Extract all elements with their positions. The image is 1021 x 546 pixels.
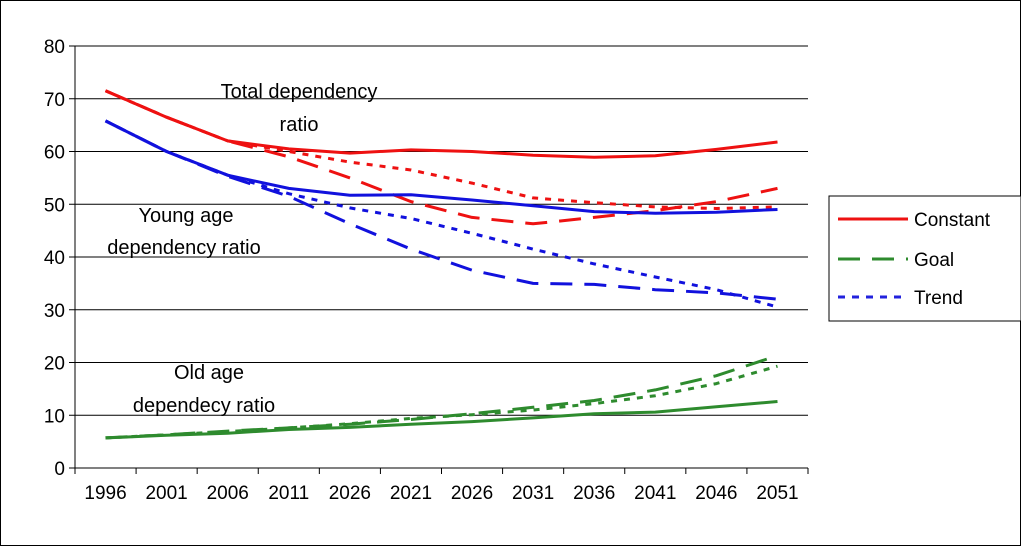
- legend: Constant Goal Trend: [828, 195, 1021, 322]
- series-line-old-goal: [105, 354, 778, 440]
- y-tick-label: 30: [44, 301, 65, 322]
- annotation-old-line-1: Old age: [174, 362, 244, 384]
- annotation-young-line-1: Young age: [139, 205, 234, 227]
- annotation-young-age-dependency: Young age dependency ratio: [107, 205, 260, 259]
- x-tick-label: 1996: [84, 483, 126, 504]
- x-tick-label: 2021: [390, 483, 432, 504]
- annotation-young-line-2: dependency ratio: [107, 237, 260, 259]
- legend-label-constant: Constant: [914, 210, 991, 231]
- x-tick-label: 2036: [573, 483, 615, 504]
- x-tick-label: 2011: [268, 483, 309, 504]
- x-tick-label: 2041: [634, 483, 676, 504]
- series-line-total-constant: [104, 89, 778, 159]
- y-tick-label: 10: [44, 406, 65, 427]
- y-tick-label: 50: [44, 195, 65, 216]
- axes: [69, 45, 809, 474]
- series-line-total-trend: [104, 89, 778, 210]
- series-line-old-constant: [105, 400, 778, 440]
- y-tick-labels: 0 10 20 30 40 50 60 70 80: [44, 37, 65, 480]
- series-line-old-trend: [105, 364, 778, 440]
- x-tick-labels: 1996 2001 2006 2011 2026 2021 2026 2031 2036 2041…: [84, 483, 798, 504]
- y-tick-label: 20: [44, 354, 65, 375]
- x-tick-label: 2051: [756, 483, 798, 504]
- annotation-total-line-1: Total dependency: [221, 81, 378, 103]
- y-tick-label: 40: [44, 248, 65, 269]
- legend-label-trend: Trend: [914, 288, 963, 309]
- y-tick-label: 80: [44, 37, 65, 58]
- x-tick-label: 2006: [207, 483, 249, 504]
- x-tick-label: 2031: [512, 483, 554, 504]
- y-tick-label: 70: [44, 90, 65, 111]
- legend-label-goal: Goal: [914, 250, 954, 271]
- y-tick-label: 60: [44, 143, 65, 164]
- x-tick-label: 2001: [145, 483, 187, 504]
- x-tick-label: 2026: [329, 483, 371, 504]
- x-tick-label: 2046: [695, 483, 737, 504]
- x-tick-label: 2026: [451, 483, 493, 504]
- series-line-young-goal: [104, 119, 778, 301]
- annotation-total-line-2: ratio: [280, 114, 319, 136]
- y-tick-label: 0: [54, 459, 65, 480]
- annotation-total-dependency: Total dependency ratio: [221, 81, 378, 136]
- annotation-old-age-dependency: Old age dependecy ratio: [133, 362, 275, 417]
- legend-box: [828, 195, 1021, 322]
- grid-lines: [75, 45, 808, 416]
- annotation-old-line-2: dependecy ratio: [133, 395, 275, 417]
- series-lines: [104, 89, 778, 440]
- series-line-young-trend: [104, 119, 778, 309]
